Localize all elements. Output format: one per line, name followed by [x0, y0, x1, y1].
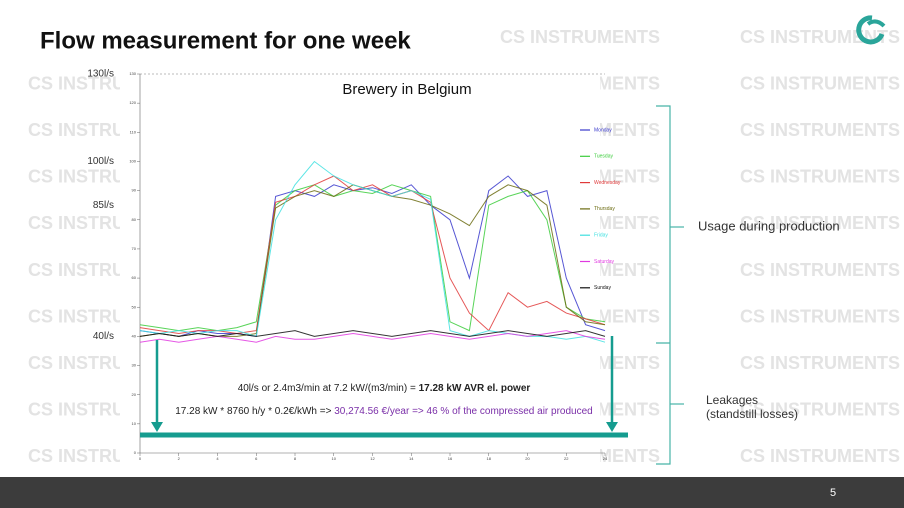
note-text: 40l/s or 2.4m3/min at 7.2 kW/(m3/min) =: [238, 383, 419, 394]
level-label: 130l/s: [87, 69, 114, 80]
y-tick-label: 0: [134, 450, 137, 455]
x-tick-label: 6: [255, 456, 258, 461]
y-tick-label: 40: [132, 333, 137, 338]
legend-label: Thursday: [594, 206, 615, 212]
legend-label: Tuesday: [594, 154, 613, 160]
leakage-sublabel: (standstill losses): [706, 407, 798, 421]
series-line: [139, 175, 606, 337]
y-tick-label: 110: [130, 129, 137, 134]
arrow-head: [606, 422, 618, 432]
watermark: CS INSTRUMENTS: [740, 306, 900, 326]
note-text: 17.28 kW * 8760 h/y * 0.2€/kWh =>: [175, 406, 334, 417]
note-highlight: 30,274.56 €/year => 46 % of the compress…: [334, 406, 593, 417]
level-label: 100l/s: [87, 156, 114, 167]
watermark: CS INSTRUMENTS: [740, 446, 900, 466]
leakage-label: Leakages: [706, 393, 758, 407]
series-line: [139, 330, 606, 337]
legend-label: Wednesday: [594, 180, 621, 186]
footer: [0, 477, 904, 508]
watermark: CS INSTRUMENTS: [740, 400, 900, 420]
legend-label: Sunday: [594, 285, 611, 291]
x-tick-label: 4: [216, 456, 219, 461]
watermark: CS INSTRUMENTS: [740, 353, 900, 373]
y-tick-label: 80: [132, 217, 137, 222]
chart-title: Brewery in Belgium: [342, 81, 471, 98]
title-background: [20, 24, 460, 58]
watermark: CS INSTRUMENTS: [500, 27, 660, 47]
x-tick-label: 12: [370, 456, 375, 461]
legend-label: Saturday: [594, 259, 615, 265]
x-tick-label: 22: [564, 456, 569, 461]
x-tick-label: 10: [332, 456, 337, 461]
chart-background: [120, 62, 600, 466]
note-2: 17.28 kW * 8760 h/y * 0.2€/kWh => 30,274…: [175, 406, 593, 417]
x-tick-label: 20: [525, 456, 530, 461]
watermark: CS INSTRUMENTS: [740, 73, 900, 93]
page-number: 5: [830, 487, 836, 499]
y-tick-label: 70: [132, 246, 137, 251]
watermark: CS INSTRUMENTS: [740, 120, 900, 140]
logo: [856, 15, 886, 45]
level-label: 40l/s: [93, 331, 114, 342]
note-1: 40l/s or 2.4m3/min at 7.2 kW/(m3/min) = …: [238, 383, 531, 394]
legend-label: Monday: [594, 127, 612, 133]
legend-label: Friday: [594, 233, 608, 239]
x-tick-label: 18: [487, 456, 492, 461]
x-tick-label: 0: [139, 456, 142, 461]
y-tick-label: 120: [129, 100, 136, 105]
usage-label: Usage during production: [698, 218, 840, 233]
y-tick-label: 20: [132, 392, 137, 397]
watermark: CS INSTRUMENTS: [740, 167, 900, 187]
x-tick-label: 8: [294, 456, 297, 461]
y-tick-label: 10: [132, 421, 137, 426]
arrow-head: [151, 422, 163, 432]
x-tick-label: 24: [603, 456, 608, 461]
y-tick-label: 60: [132, 275, 137, 280]
y-tick-label: 90: [132, 188, 137, 193]
note-bold: 17.28 kW AVR el. power: [419, 383, 531, 394]
y-tick-label: 50: [132, 304, 137, 309]
x-tick-label: 16: [448, 456, 453, 461]
y-tick-label: 100: [129, 159, 136, 164]
watermark: CS INSTRUMENTS: [740, 260, 900, 280]
x-tick-label: 2: [178, 456, 181, 461]
slide-title: Flow measurement for one week: [40, 27, 411, 54]
x-tick-label: 14: [409, 456, 414, 461]
level-label: 85l/s: [93, 200, 114, 211]
watermark: CS INSTRUMENTS: [740, 27, 900, 47]
watermark: CS INSTRUMENTS: [740, 213, 900, 233]
y-tick-label: 30: [132, 363, 137, 368]
y-tick-label: 130: [129, 71, 136, 76]
